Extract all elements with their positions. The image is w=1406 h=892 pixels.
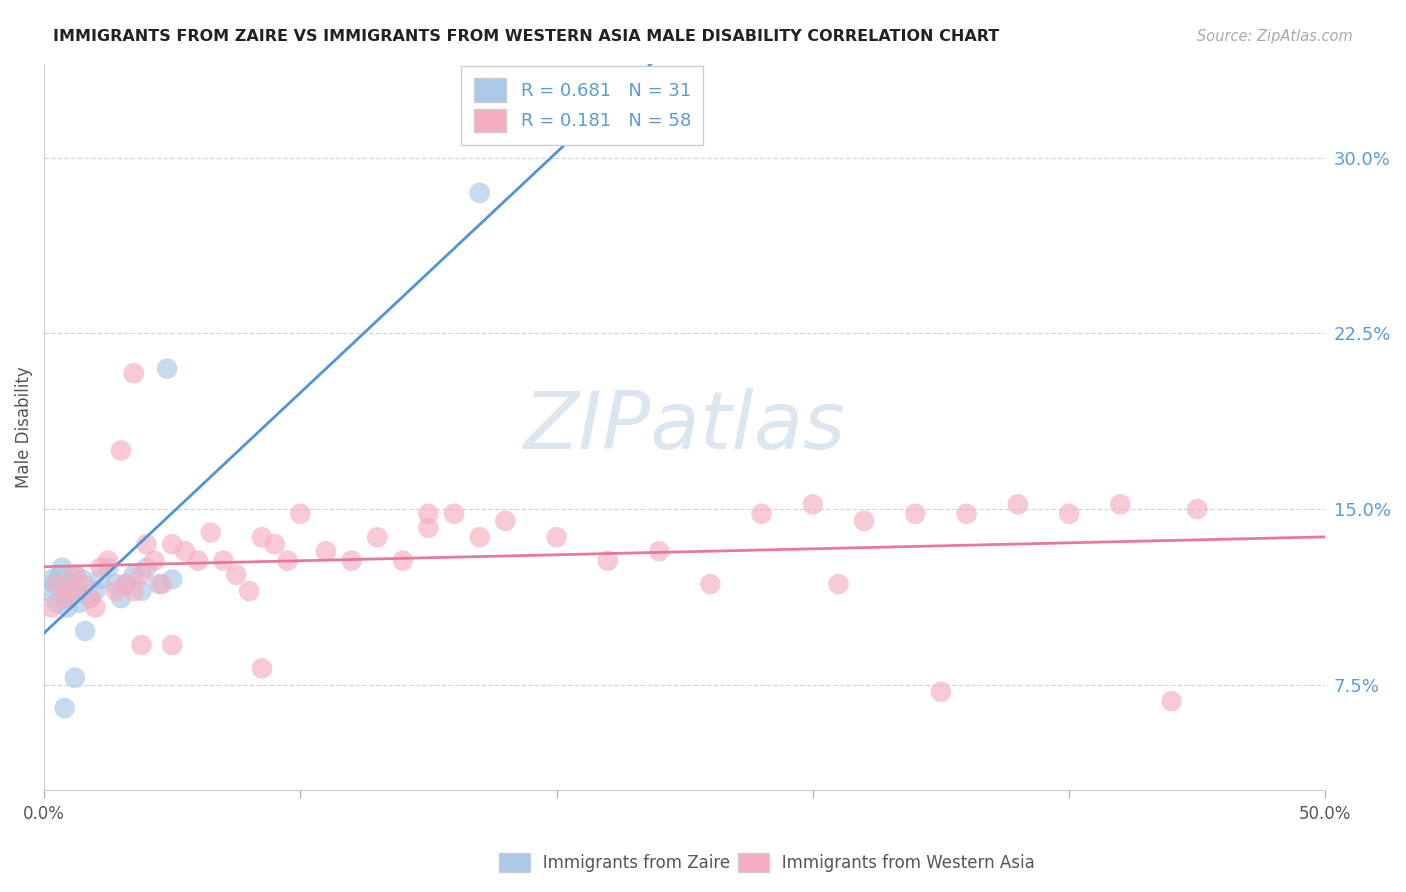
Point [174, 544, 197, 558]
Point [366, 530, 388, 544]
Point [53, 701, 76, 715]
Point [75, 624, 97, 638]
Point [89, 573, 111, 587]
Point [494, 514, 516, 528]
Legend: R = 0.681   N = 31, R = 0.181   N = 58: R = 0.681 N = 31, R = 0.181 N = 58 [461, 66, 703, 145]
Point [160, 573, 183, 587]
Point [1185, 502, 1208, 516]
Text: Immigrants from Zaire: Immigrants from Zaire [506, 855, 730, 872]
Point [150, 577, 173, 591]
Point [41, 573, 63, 587]
Point [904, 507, 927, 521]
Point [468, 530, 491, 544]
Point [97, 554, 120, 568]
Point [72, 577, 94, 591]
Point [156, 361, 179, 376]
Point [41, 600, 63, 615]
Point [66, 584, 89, 599]
Point [1057, 507, 1080, 521]
Point [1109, 498, 1132, 512]
Point [53, 591, 76, 606]
Point [212, 554, 235, 568]
Point [443, 507, 465, 521]
Point [131, 567, 153, 582]
Point [69, 596, 91, 610]
Point [59, 584, 82, 599]
Point [56, 600, 79, 615]
Point [546, 530, 568, 544]
Point [148, 577, 170, 591]
Point [110, 591, 132, 606]
Point [53, 591, 76, 606]
Point [72, 573, 94, 587]
Point [115, 577, 138, 591]
Point [418, 521, 440, 535]
Point [468, 186, 491, 200]
Point [104, 584, 127, 599]
Point [63, 567, 86, 582]
Point [135, 560, 157, 574]
Point [596, 554, 619, 568]
Point [79, 591, 101, 606]
Point [392, 554, 415, 568]
Point [122, 567, 145, 582]
Point [84, 584, 107, 599]
Point [200, 525, 222, 540]
Point [160, 638, 183, 652]
Point [79, 591, 101, 606]
Text: ZIPatlas: ZIPatlas [523, 388, 846, 467]
Point [225, 567, 247, 582]
Point [277, 554, 299, 568]
Point [315, 544, 337, 558]
Point [89, 560, 111, 574]
Point [263, 537, 285, 551]
Point [45, 577, 67, 591]
Point [135, 537, 157, 551]
Point [238, 584, 260, 599]
Text: IMMIGRANTS FROM ZAIRE VS IMMIGRANTS FROM WESTERN ASIA MALE DISABILITY CORRELATIO: IMMIGRANTS FROM ZAIRE VS IMMIGRANTS FROM… [53, 29, 1000, 44]
Point [115, 577, 138, 591]
Point [63, 567, 86, 582]
Point [45, 596, 67, 610]
Point [1007, 498, 1029, 512]
Point [38, 584, 60, 599]
Point [48, 567, 70, 582]
Text: Immigrants from Western Asia: Immigrants from Western Asia [745, 855, 1035, 872]
Point [250, 661, 273, 675]
Y-axis label: Male Disability: Male Disability [15, 367, 32, 488]
Text: Source: ZipAtlas.com: Source: ZipAtlas.com [1197, 29, 1353, 44]
Point [63, 671, 86, 685]
Point [929, 685, 952, 699]
Point [648, 544, 671, 558]
Point [955, 507, 977, 521]
Point [110, 443, 132, 458]
Point [104, 577, 127, 591]
Point [122, 584, 145, 599]
Point [97, 560, 120, 574]
Point [187, 554, 209, 568]
Point [340, 554, 363, 568]
Point [418, 507, 440, 521]
Point [122, 366, 145, 380]
Point [84, 600, 107, 615]
Point [160, 537, 183, 551]
Point [131, 584, 153, 599]
Point [801, 498, 824, 512]
Point [751, 507, 773, 521]
Point [699, 577, 721, 591]
Point [131, 638, 153, 652]
Point [143, 554, 166, 568]
Point [250, 530, 273, 544]
Point [44, 577, 66, 591]
Point [59, 577, 82, 591]
Point [60, 584, 83, 599]
Point [51, 560, 73, 574]
Point [290, 507, 312, 521]
Point [827, 577, 849, 591]
Point [853, 514, 876, 528]
Point [1160, 694, 1182, 708]
